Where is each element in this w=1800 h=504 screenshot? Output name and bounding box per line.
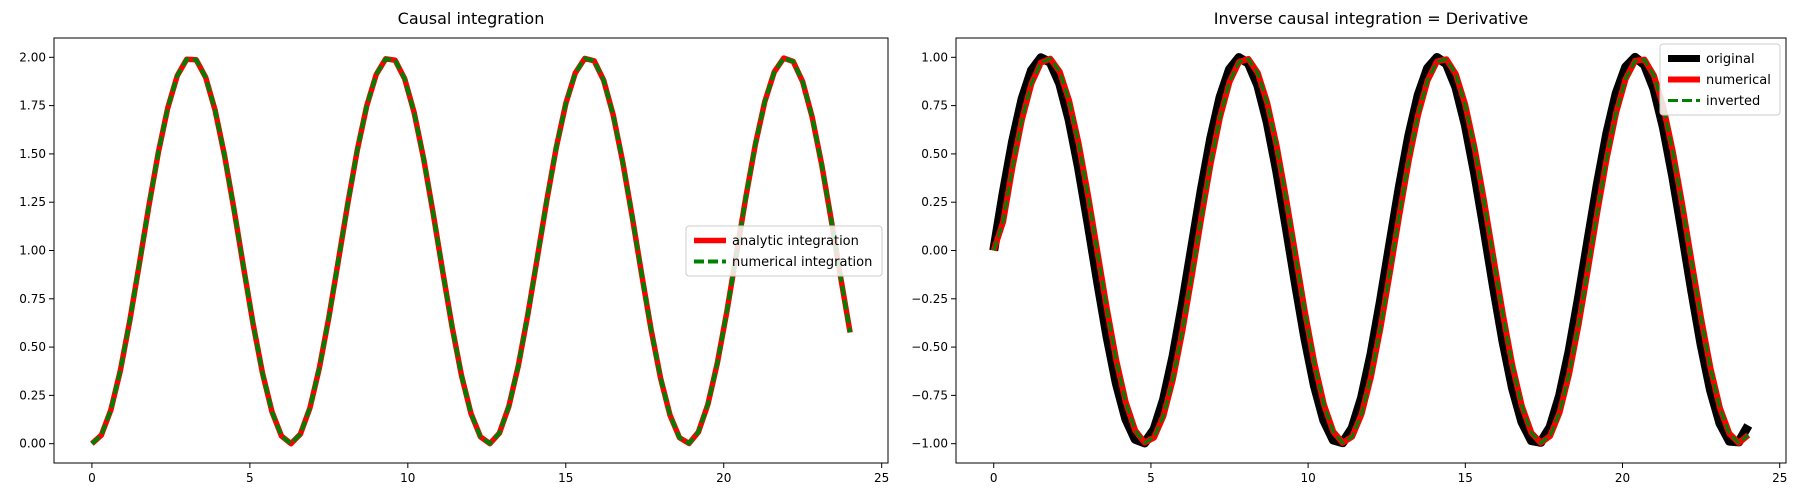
- y-tick-label: 0.25: [921, 195, 948, 209]
- chart-title: Inverse causal integration = Derivative: [1214, 9, 1528, 28]
- chart-panel-2: Inverse causal integration = Derivative 0…: [911, 9, 1787, 485]
- series-line-original: [989, 52, 1753, 448]
- y-tick-label: 0.50: [19, 340, 46, 354]
- y-tick-label: −0.75: [911, 388, 948, 402]
- x-tick-label: 15: [558, 471, 573, 485]
- y-tick-label: 0.75: [19, 292, 46, 306]
- x-tick-label: 5: [246, 471, 254, 485]
- x-tick-label: 25: [874, 471, 889, 485]
- x-tick-label: 5: [1147, 471, 1155, 485]
- y-tick-label: 1.25: [19, 195, 46, 209]
- y-tick-label: −0.25: [911, 292, 948, 306]
- y-tick-label: 2.00: [19, 50, 46, 64]
- y-tick-label: 1.00: [19, 244, 46, 258]
- x-tick-label: 25: [1772, 471, 1787, 485]
- legend-label: analytic integration: [732, 234, 859, 249]
- series-line-numerical: [990, 55, 1751, 446]
- y-tick-label: 0.50: [921, 147, 948, 161]
- legend-label: numerical: [1706, 73, 1771, 88]
- chart-panel-1: Causal integration 0 5 10 15 20 25 0.00 0.25 0.50…: [19, 9, 889, 485]
- x-tick-label: 0: [88, 471, 96, 485]
- legend-box: [685, 225, 883, 277]
- series-group: [989, 52, 1753, 448]
- legend-label: inverted: [1706, 94, 1760, 109]
- y-tick-label: −0.50: [911, 340, 948, 354]
- x-tick-label: 10: [400, 471, 415, 485]
- y-tick-label: 1.75: [19, 99, 46, 113]
- y-tick-label: −1.00: [911, 437, 948, 451]
- x-tick-label: 10: [1300, 471, 1315, 485]
- series-line-inverted: [992, 57, 1750, 445]
- x-tick-label: 20: [1615, 471, 1630, 485]
- x-tick-label: 0: [990, 471, 998, 485]
- y-tick-label: 0.75: [921, 99, 948, 113]
- legend: analytic integration numerical integratio…: [685, 225, 883, 277]
- y-tick-label: 0.00: [921, 244, 948, 258]
- y-tick-label: 1.50: [19, 147, 46, 161]
- series-group: [90, 55, 853, 447]
- y-tick-label: 0.25: [19, 388, 46, 402]
- legend-label: numerical integration: [732, 255, 872, 270]
- legend-label: original: [1706, 52, 1755, 67]
- y-tick-label: 0.00: [19, 437, 46, 451]
- x-tick-label: 20: [716, 471, 731, 485]
- legend: original numerical inverted: [1659, 43, 1781, 116]
- x-tick-label: 15: [1458, 471, 1473, 485]
- chart-title: Causal integration: [398, 9, 545, 28]
- series-line-numerical-integration: [90, 56, 853, 446]
- y-tick-label: 1.00: [921, 50, 948, 64]
